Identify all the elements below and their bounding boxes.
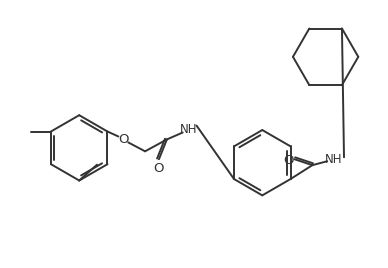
Text: O: O [154, 162, 164, 175]
Text: NH: NH [326, 153, 343, 166]
Text: NH: NH [180, 123, 197, 136]
Text: O: O [118, 133, 128, 146]
Text: O: O [283, 154, 294, 167]
